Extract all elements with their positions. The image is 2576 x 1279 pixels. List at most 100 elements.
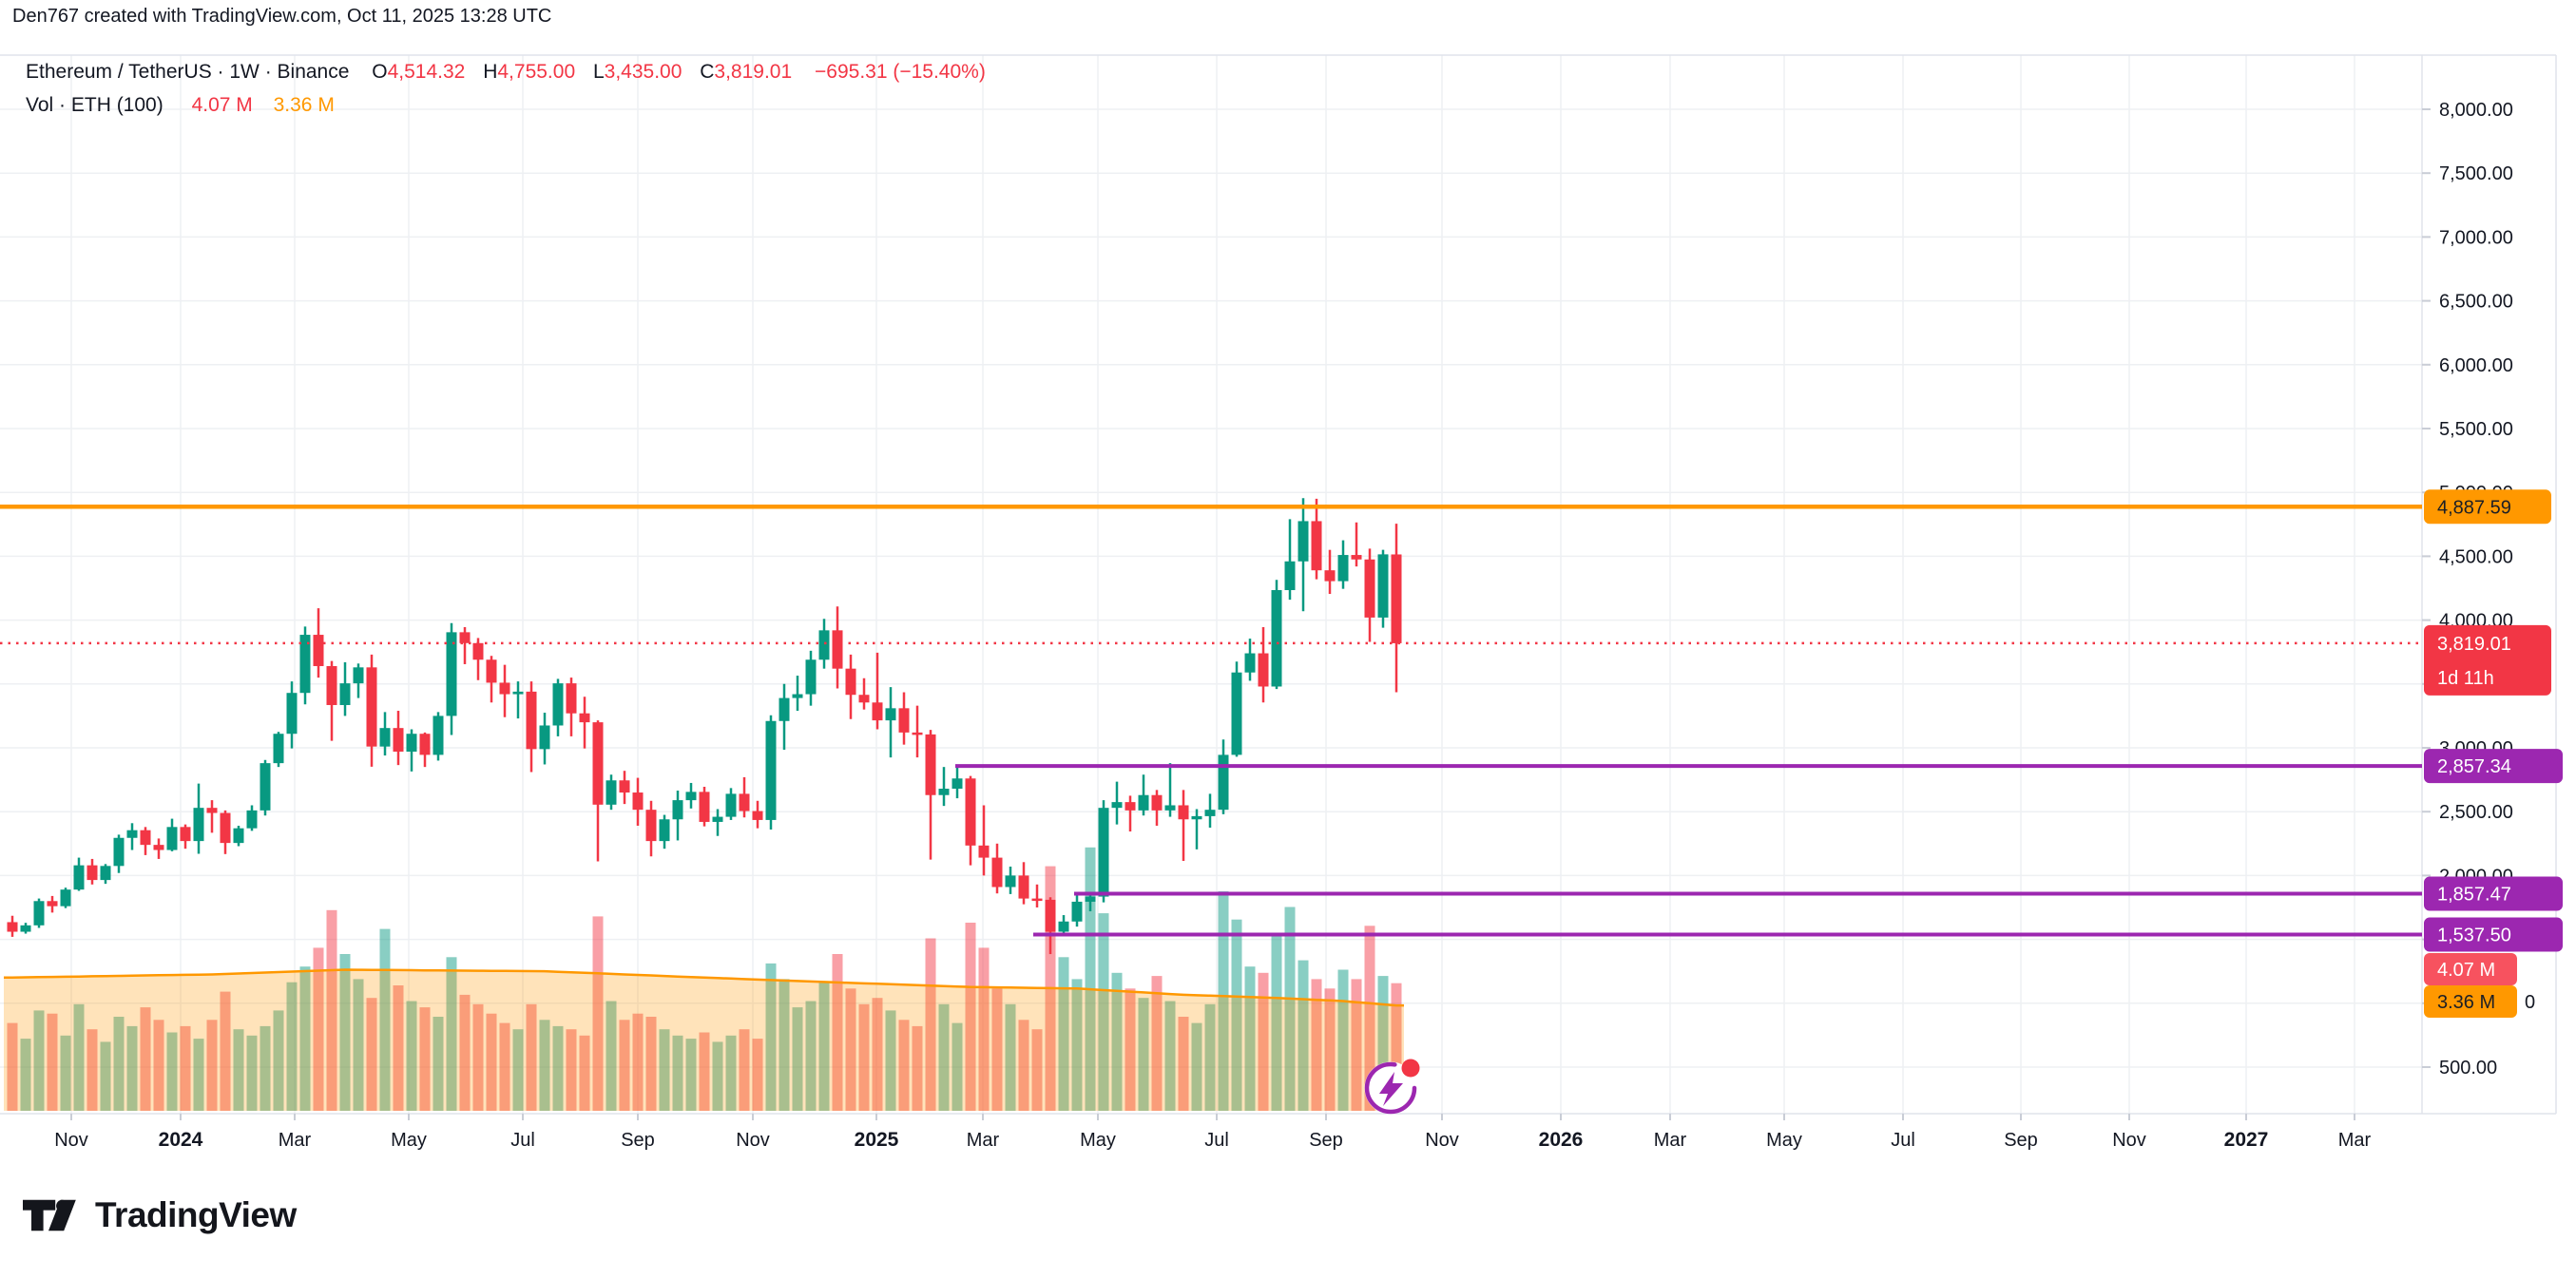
price-axis-labels[interactable]: 4,887.59 3,819.01 1d 11h 2,857.34 1,857.47 1,… xyxy=(2424,489,2563,1018)
candle xyxy=(1244,639,1256,681)
candle-body xyxy=(1085,896,1096,902)
price-tick-label: 2,500.00 xyxy=(2439,802,2513,823)
current-price-label[interactable] xyxy=(2424,624,2551,696)
volume-axis-label[interactable] xyxy=(2424,953,2517,985)
volume-bar xyxy=(858,1003,870,1111)
high-label: H xyxy=(483,61,498,83)
candle-body xyxy=(805,659,817,695)
price-tick-label: 8,000.00 xyxy=(2439,100,2513,121)
candle xyxy=(845,654,856,719)
candle-body xyxy=(1284,561,1296,591)
volume-bar xyxy=(313,947,324,1111)
volume-bar xyxy=(606,1001,617,1111)
candle-body xyxy=(60,889,71,907)
candle xyxy=(1284,519,1296,601)
flash-event-icon[interactable] xyxy=(1364,1059,1420,1115)
candle xyxy=(752,800,763,829)
candle xyxy=(1045,897,1056,955)
candle-body xyxy=(685,792,697,801)
gridlines xyxy=(0,55,2422,1114)
open-value: 4,514.32 xyxy=(387,61,466,83)
candle xyxy=(206,800,218,833)
candle xyxy=(1231,661,1242,757)
candle-body xyxy=(938,789,950,795)
volume-bar xyxy=(725,1035,737,1111)
volume-bar xyxy=(366,998,377,1111)
volume-zero-tick: 0 xyxy=(2525,992,2535,1013)
candle xyxy=(566,678,577,736)
candle-body xyxy=(353,667,364,684)
candle xyxy=(712,809,723,836)
candle xyxy=(1377,549,1389,628)
candle xyxy=(1125,795,1136,832)
volume-ma-line xyxy=(4,968,1404,1007)
candle xyxy=(952,767,963,799)
candle xyxy=(100,864,111,885)
candle xyxy=(1391,524,1402,693)
candle-body xyxy=(299,635,311,694)
candle-body xyxy=(898,708,910,733)
candle xyxy=(379,712,391,756)
time-axis-label: May xyxy=(1080,1130,1116,1151)
candle-body xyxy=(180,827,191,842)
candle-body xyxy=(1244,653,1256,673)
level-price-label[interactable] xyxy=(2424,876,2563,911)
candle xyxy=(339,661,351,716)
candle xyxy=(326,660,337,741)
volume-bar xyxy=(1085,847,1096,1111)
volume-bar xyxy=(419,1007,431,1111)
time-axis[interactable]: Nov 2024 Mar May Jul Sep Nov 2025 Mar May Jul Sep No… xyxy=(54,1114,2372,1151)
volume-bar xyxy=(978,947,990,1111)
volume-bar xyxy=(353,979,364,1111)
candle-body xyxy=(659,819,670,842)
volume-bar xyxy=(712,1041,723,1111)
volume-axis-label[interactable] xyxy=(2424,985,2517,1018)
candle xyxy=(659,814,670,849)
volume-bar xyxy=(1125,988,1136,1111)
volume-bar xyxy=(73,1003,85,1111)
candle-body xyxy=(1231,672,1242,755)
candle-body xyxy=(952,778,963,790)
volume-bar xyxy=(832,954,843,1111)
volume-bar xyxy=(1005,1003,1016,1111)
candle-body xyxy=(606,780,617,805)
volume-bar xyxy=(1377,976,1389,1111)
candle-body xyxy=(206,808,218,813)
candle-body xyxy=(779,697,790,721)
level-lines[interactable] xyxy=(0,505,2422,937)
logo-slash-shape xyxy=(48,1199,76,1231)
close-label: C xyxy=(700,61,715,83)
symbol-title: Ethereum / TetherUS · 1W · Binance xyxy=(26,61,350,83)
time-axis-label: Mar xyxy=(1654,1130,1687,1151)
volume-axis-text: 4.07 M xyxy=(2437,960,2495,981)
time-axis-label: Mar xyxy=(279,1130,312,1151)
volume-bar xyxy=(153,1020,164,1111)
volume-bar xyxy=(140,1007,151,1111)
candle xyxy=(645,800,657,857)
candle xyxy=(512,681,524,719)
volume-bar xyxy=(912,1025,923,1111)
candle xyxy=(1204,793,1216,828)
volume-bar xyxy=(20,1039,31,1111)
level-price-label[interactable] xyxy=(2424,917,2563,952)
level-price-label[interactable] xyxy=(2424,489,2551,525)
volume-bar xyxy=(1071,979,1083,1111)
candle-body xyxy=(1204,810,1216,816)
volume-bar xyxy=(1324,988,1336,1111)
candle-body xyxy=(619,780,630,793)
time-axis-label: Jul xyxy=(510,1130,535,1151)
candle xyxy=(592,720,604,862)
volume-bar xyxy=(1311,979,1322,1111)
volume-bar xyxy=(1284,907,1296,1111)
volume-bar xyxy=(885,1010,896,1111)
volume-bar xyxy=(526,1003,537,1111)
candle xyxy=(606,774,617,811)
level-price-label[interactable] xyxy=(2424,749,2563,784)
volume-bar xyxy=(1391,983,1402,1111)
candle-body xyxy=(433,716,444,755)
volume-bar xyxy=(273,1010,284,1111)
tradingview-brand[interactable]: TradingView xyxy=(23,1195,297,1235)
candle-body xyxy=(1191,815,1202,820)
volume-bar xyxy=(592,916,604,1111)
